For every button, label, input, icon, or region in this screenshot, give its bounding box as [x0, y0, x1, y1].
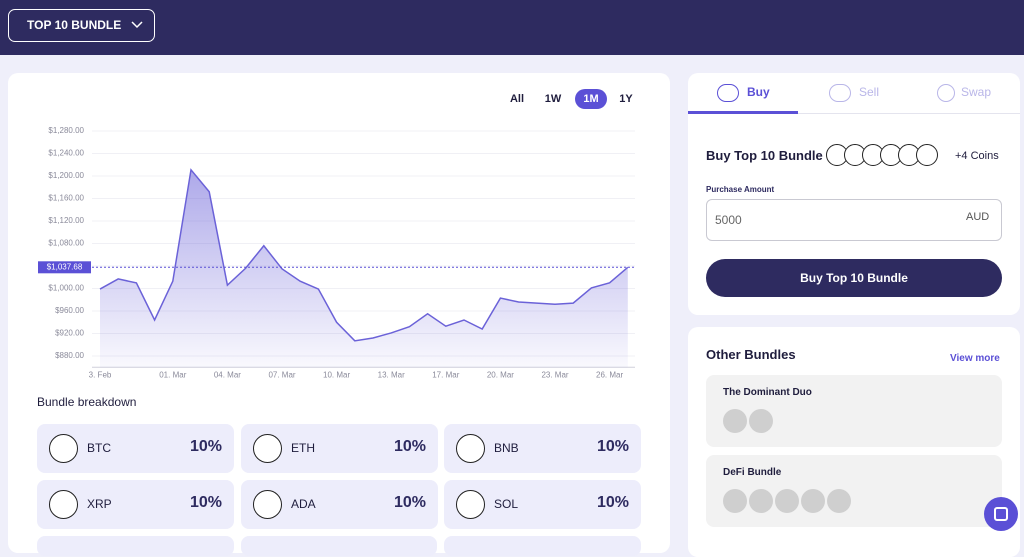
extra-coins: +4 Coins: [955, 150, 999, 162]
coin-share: 10%: [393, 494, 426, 511]
coin-name: BTC: [87, 441, 111, 455]
bundle-icons: [723, 489, 853, 513]
header: [0, 0, 1024, 55]
breakdown-tile: ADA 10%: [241, 480, 438, 529]
x-tick-label: 23. Mar: [541, 370, 568, 379]
price-area: [100, 169, 628, 368]
coin-share: 10%: [189, 438, 222, 455]
tab-label: Sell: [859, 85, 880, 99]
breakdown-tile: BTC 10%: [37, 424, 234, 473]
range-button[interactable]: 1M: [575, 89, 607, 109]
amount-input[interactable]: [706, 199, 1002, 241]
bundle-icons: [723, 409, 775, 433]
tab-sell[interactable]: Sell: [829, 83, 879, 102]
coin-share: 10%: [596, 494, 629, 511]
coin-icon: [456, 434, 485, 463]
dropdown-label: TOP 10 BUNDLE: [27, 18, 122, 32]
tab-label: Swap: [961, 85, 992, 99]
breakdown-tile: BNB 10%: [444, 424, 641, 473]
chevron: [131, 21, 143, 29]
chat-icon: [994, 507, 1008, 521]
price-chart: $880.00$920.00$960.00$1,000.00$1,040.00$…: [38, 126, 635, 379]
bundle-card[interactable]: DeFi Bundle: [706, 455, 1002, 527]
coin-icon: [49, 490, 78, 519]
coin-icons: [826, 144, 938, 166]
coin-icon: [456, 490, 485, 519]
y-tick-label: $1,240.00: [48, 149, 84, 158]
x-tick-label: 17. Mar: [432, 370, 459, 379]
range-button[interactable]: 1W: [544, 93, 562, 105]
currency: AUD: [966, 211, 990, 223]
breakdown-tile: XRP 10%: [37, 480, 234, 529]
y-tick-label: $1,000.00: [48, 284, 84, 293]
coin-share: 10%: [393, 438, 426, 455]
amount-label: Purchase Amount: [706, 185, 775, 194]
x-tick-label: 26. Mar: [596, 370, 623, 379]
breakdown-title: Bundle breakdown: [37, 395, 137, 409]
price-line: [99, 168, 629, 342]
coin-icon: [253, 490, 282, 519]
tile: [37, 536, 234, 556]
chat-button[interactable]: [984, 497, 1018, 531]
y-tick-label: $920.00: [55, 329, 84, 338]
bundle-name: DeFi Bundle: [723, 467, 782, 478]
tile: [241, 536, 437, 556]
x-tick-label: 13. Mar: [378, 370, 405, 379]
bundle-name: The Dominant Duo: [723, 387, 812, 398]
range-button[interactable]: 1Y: [619, 93, 633, 105]
y-tick-label: $1,160.00: [48, 194, 84, 203]
buy-button[interactable]: Buy Top 10 Bundle: [706, 259, 1002, 297]
coin-name: BNB: [494, 441, 519, 455]
coin-icon: [49, 434, 78, 463]
y-tick-label: $1,200.00: [48, 171, 84, 180]
x-tick-label: 07. Mar: [268, 370, 295, 379]
other-bundles-title: Other Bundles: [706, 347, 796, 362]
coin-share: 10%: [596, 438, 629, 455]
y-tick-label: $1,120.00: [48, 216, 84, 225]
x-tick-label: 04. Mar: [214, 370, 241, 379]
current-price-tag: [38, 261, 91, 274]
tab-underline: [688, 111, 798, 114]
tab-label: Buy: [747, 85, 770, 99]
coin-icon: [253, 434, 282, 463]
y-tick-label: $1,280.00: [48, 126, 84, 135]
amount-value: 5000: [715, 213, 742, 227]
breakdown-tile: SOL 10%: [444, 480, 641, 529]
y-tick-label: $960.00: [55, 306, 84, 315]
y-tick-label: $1,080.00: [48, 239, 84, 248]
coin-share: 10%: [189, 494, 222, 511]
range-button[interactable]: All: [509, 93, 525, 105]
y-tick-label: $880.00: [55, 351, 84, 360]
coin-name: ETH: [291, 441, 315, 455]
coin-name: SOL: [494, 497, 519, 511]
x-tick-label: 10. Mar: [323, 370, 350, 379]
breakdown-tile: ETH 10%: [241, 424, 438, 473]
tile: [444, 536, 641, 556]
tab-buy[interactable]: Buy: [717, 83, 770, 102]
bundle-dropdown[interactable]: TOP 10 BUNDLE: [8, 9, 155, 42]
coin-name: XRP: [87, 497, 112, 511]
coin-name: ADA: [291, 497, 316, 511]
tab-swap[interactable]: Swap: [937, 83, 991, 102]
tab-divider: [688, 113, 1020, 114]
current-price-label: $1,037.68: [47, 262, 83, 271]
bundle-card[interactable]: The Dominant Duo: [706, 375, 1002, 447]
trade-heading: Buy Top 10 Bundle: [706, 148, 823, 163]
x-tick-label: 20. Mar: [487, 370, 514, 379]
x-tick-label: 3. Feb: [89, 370, 112, 379]
x-tick-label: 01. Mar: [159, 370, 186, 379]
view-more-link[interactable]: View more: [950, 353, 1000, 364]
